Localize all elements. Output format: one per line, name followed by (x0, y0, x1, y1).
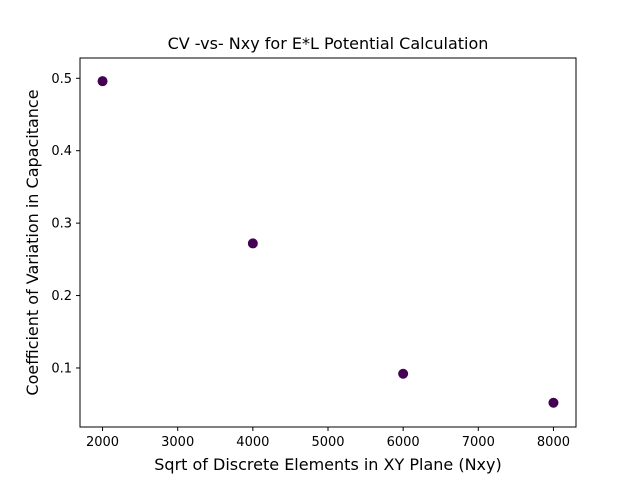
y-axis-ticks: 0.1 0.2 0.3 0.4 0.5 (51, 72, 80, 376)
y-tick-label: 0.5 (51, 72, 72, 87)
x-tick-label: 3000 (161, 435, 194, 450)
x-tick-label: 8000 (537, 435, 570, 450)
x-axis-ticks: 2000 3000 4000 5000 6000 7000 8000 (86, 427, 570, 450)
x-tick-label: 5000 (311, 435, 344, 450)
x-tick-label: 2000 (86, 435, 119, 450)
y-tick-label: 0.4 (51, 144, 72, 159)
data-point (398, 368, 409, 379)
y-tick-label: 0.2 (51, 289, 72, 304)
x-tick-label: 7000 (462, 435, 495, 450)
y-tick-label: 0.3 (51, 217, 72, 232)
chart-title: CV -vs- Nxy for E*L Potential Calculatio… (168, 34, 489, 53)
x-tick-label: 4000 (236, 435, 269, 450)
plot-area (80, 58, 576, 427)
y-tick-label: 0.1 (51, 361, 72, 376)
x-tick-label: 6000 (387, 435, 420, 450)
y-axis-label: Coefficient of Variation in Capacitance (23, 89, 42, 395)
x-axis-label: Sqrt of Discrete Elements in XY Plane (N… (154, 455, 501, 474)
data-point (548, 397, 559, 408)
data-points (97, 76, 559, 408)
data-point (247, 238, 258, 249)
data-point (97, 76, 108, 87)
